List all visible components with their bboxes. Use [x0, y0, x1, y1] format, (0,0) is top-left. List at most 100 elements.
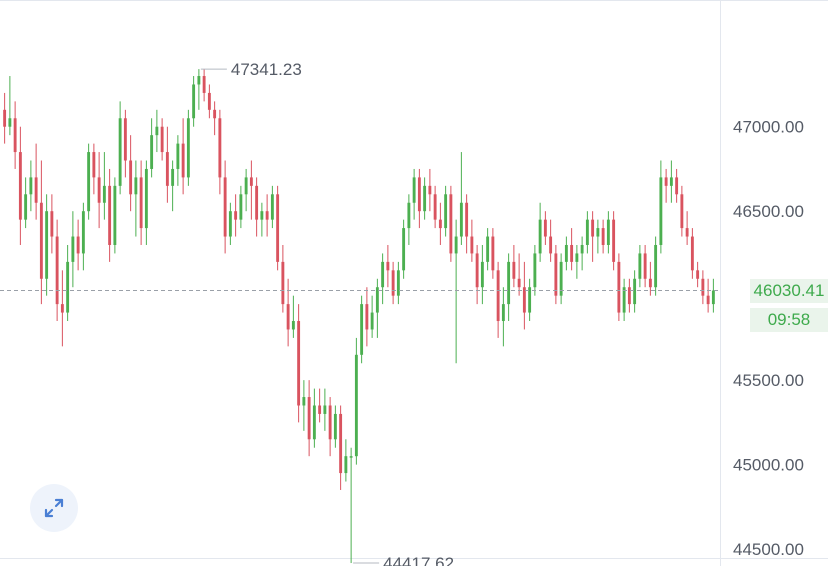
candle-body-down: [13, 118, 17, 153]
candle-body-down: [339, 413, 343, 474]
candle: [255, 177, 259, 237]
candle: [260, 202, 264, 237]
candle-body-up: [638, 253, 642, 279]
candle-body-up: [669, 177, 673, 186]
candle-body-down: [265, 211, 269, 220]
candle: [223, 160, 227, 254]
candle-body-down: [307, 397, 311, 440]
candle: [150, 118, 154, 178]
candle-body-up: [480, 261, 484, 288]
candle: [543, 211, 547, 245]
candle: [87, 143, 91, 220]
candle: [449, 185, 453, 262]
candle: [538, 202, 542, 262]
candle-body-down: [281, 261, 285, 305]
candle-body-up: [150, 135, 154, 169]
candle: [286, 278, 290, 347]
candle-body-up: [444, 194, 448, 229]
candle: [113, 177, 117, 254]
candle-body-down: [55, 236, 59, 305]
candle: [102, 152, 106, 220]
candle-body-up: [81, 211, 85, 254]
candle: [265, 194, 269, 237]
candle: [213, 101, 217, 136]
candle: [617, 253, 621, 322]
candle-body-up: [423, 185, 427, 212]
candle: [470, 219, 474, 262]
candle: [486, 228, 490, 271]
candle: [281, 244, 285, 313]
candle-body-down: [34, 177, 38, 203]
candle-body-up: [118, 118, 122, 186]
candle: [39, 160, 43, 305]
candle-body-down: [491, 236, 495, 271]
candle-body-down: [496, 270, 500, 322]
candle-body-down: [160, 126, 164, 153]
candle-body-down: [139, 177, 143, 229]
candle-body-down: [449, 194, 453, 254]
candle: [207, 84, 211, 119]
candle-body-down: [554, 253, 558, 296]
candle-body-up: [244, 177, 248, 195]
candle: [239, 185, 243, 229]
candle: [71, 211, 75, 288]
candle: [664, 168, 668, 203]
candle: [706, 278, 710, 313]
candle: [596, 219, 600, 254]
candle: [491, 228, 495, 279]
candle-body-up: [24, 194, 28, 220]
candle-body-up: [564, 244, 568, 262]
candle: [118, 101, 122, 195]
candle-body-down: [549, 236, 553, 254]
candle-body-down: [218, 118, 222, 178]
candle: [654, 236, 658, 296]
candle: [643, 244, 647, 288]
expand-button[interactable]: [30, 484, 78, 532]
candle-body-down: [234, 211, 238, 220]
candle-body-down: [428, 185, 432, 195]
candle-body-up: [239, 194, 243, 220]
y-tick-label: 44500.00: [733, 540, 804, 559]
candle: [480, 244, 484, 305]
candle-body-down: [391, 270, 395, 296]
candle: [423, 177, 427, 220]
candle-body-up: [507, 261, 511, 305]
candle-body-up: [711, 290, 715, 305]
candle: [108, 168, 112, 262]
candle-body-down: [123, 118, 127, 161]
candle-body-down: [601, 228, 605, 245]
candle-body-up: [528, 287, 532, 313]
candle: [633, 270, 637, 313]
candle-body-down: [417, 177, 421, 212]
candle-body-up: [459, 202, 463, 237]
candle: [685, 211, 689, 245]
candle-body-up: [538, 219, 542, 254]
candle: [391, 261, 395, 305]
candle: [354, 337, 358, 465]
candle: [45, 194, 49, 296]
candle: [438, 202, 442, 245]
candle-body-up: [486, 236, 490, 262]
candle: [575, 244, 579, 279]
y-tick-label: 45500.00: [733, 371, 804, 390]
candle: [622, 278, 626, 322]
candle-body-up: [176, 143, 180, 169]
candle-body-up: [134, 177, 138, 195]
candle-body-up: [302, 397, 306, 406]
candle-body-down: [470, 236, 474, 254]
candle: [312, 388, 316, 448]
low-annotation: 44417.62: [353, 554, 454, 566]
candle: [3, 92, 7, 144]
candle-body-up: [29, 177, 33, 195]
candle: [291, 295, 295, 338]
candle-body-up: [501, 304, 505, 322]
candle-body-up: [575, 253, 579, 262]
candle: [249, 160, 253, 220]
candle-body-down: [648, 278, 652, 288]
candle: [412, 168, 416, 220]
candle: [465, 194, 469, 254]
candle: [123, 109, 127, 178]
candle: [591, 211, 595, 262]
